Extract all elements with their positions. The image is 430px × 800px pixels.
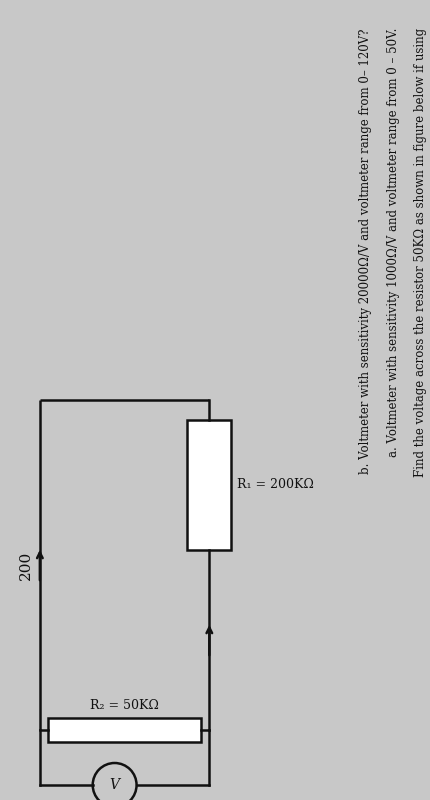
FancyBboxPatch shape: [187, 420, 231, 550]
Text: R₂ = 50KΩ: R₂ = 50KΩ: [90, 699, 159, 712]
Text: V: V: [110, 778, 120, 792]
Text: b. Voltmeter with sensitivity 20000Ω/V and voltmeter range from 0– 120V?: b. Voltmeter with sensitivity 20000Ω/V a…: [359, 28, 372, 474]
Text: Find the voltage across the resistor 50KΩ as shown in figure below if using: Find the voltage across the resistor 50K…: [414, 28, 427, 477]
Text: a. Voltmeter with sensitivity 1000Ω/V and voltmeter range from 0 – 50V.: a. Voltmeter with sensitivity 1000Ω/V an…: [387, 28, 400, 458]
Text: 200: 200: [19, 550, 33, 580]
Text: R₁ = 200KΩ: R₁ = 200KΩ: [237, 478, 314, 491]
FancyBboxPatch shape: [48, 718, 201, 742]
